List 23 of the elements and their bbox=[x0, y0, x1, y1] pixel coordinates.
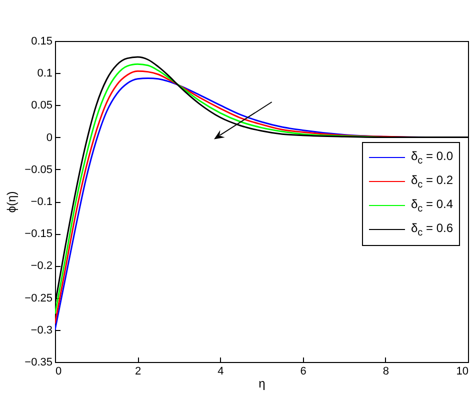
y-tick-label: −0.35 bbox=[24, 356, 52, 368]
legend-label: δ$_{c}$ = 0.6 bbox=[410, 220, 453, 238]
y-tick-label: −0.1 bbox=[30, 196, 52, 208]
x-tick-label: 2 bbox=[135, 366, 142, 378]
x-axis-title: η bbox=[258, 376, 266, 390]
x-tick-label: 0 bbox=[56, 366, 62, 378]
legend-label: δ$_{c}$ = 0.0 bbox=[410, 148, 453, 166]
y-tick-label: −0.3 bbox=[30, 324, 52, 336]
x-tick-label: 6 bbox=[300, 366, 306, 378]
y-tick-label: 0.15 bbox=[31, 36, 52, 48]
y-tick-label: 0 bbox=[46, 132, 52, 144]
y-tick-label: 0.1 bbox=[37, 68, 52, 80]
x-tick-label: 10 bbox=[456, 366, 468, 378]
legend-label: δ$_{c}$ = 0.2 bbox=[410, 172, 453, 190]
y-axis-title: ϕ(η) bbox=[4, 191, 19, 213]
y-tick-label: −0.25 bbox=[24, 292, 52, 304]
y-tick-label: 0.05 bbox=[31, 100, 52, 112]
legend-label: δ$_{c}$ = 0.4 bbox=[410, 196, 453, 214]
y-tick-label: −0.2 bbox=[30, 260, 52, 272]
y-tick-label: −0.15 bbox=[24, 228, 52, 240]
y-tick-label: −0.05 bbox=[24, 164, 52, 176]
x-tick-label: 4 bbox=[218, 366, 224, 378]
x-tick-label: 8 bbox=[382, 366, 389, 378]
